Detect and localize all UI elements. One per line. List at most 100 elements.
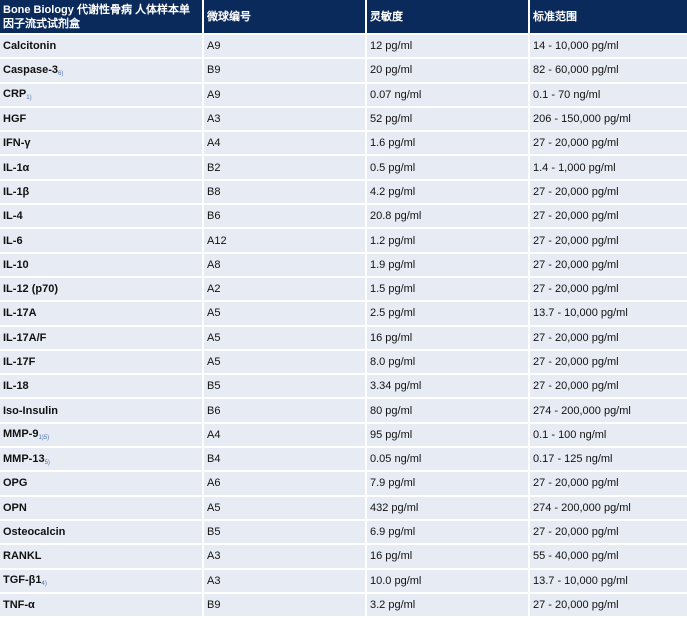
sensitivity-cell: 0.05 ng/ml: [367, 448, 528, 471]
range-cell: 82 - 60,000 pg/ml: [530, 59, 687, 82]
sensitivity-cell: 95 pg/ml: [367, 423, 528, 447]
table-row: IL-4 B6 20.8 pg/ml 27 - 20,000 pg/ml: [0, 205, 687, 228]
bead-cell: B9: [204, 593, 365, 617]
range-cell: 27 - 20,000 pg/ml: [530, 229, 687, 252]
bead-cell: A5: [204, 496, 365, 519]
analyte-cell: IL-1β: [0, 180, 202, 204]
analyte-name: MMP-9: [3, 428, 39, 441]
range-cell: 13.7 - 10,000 pg/ml: [530, 569, 687, 592]
table-row: IL-17A/F A5 16 pg/ml 27 - 20,000 pg/ml: [0, 326, 687, 349]
footnote-ref[interactable]: 5): [44, 459, 50, 466]
analyte-name: IL-17A/F: [3, 331, 47, 344]
sensitivity-cell: 2.5 pg/ml: [367, 302, 528, 325]
range-cell: 27 - 20,000 pg/ml: [530, 253, 687, 276]
bead-cell: B6: [204, 205, 365, 228]
bead-cell: A8: [204, 253, 365, 276]
sensitivity-cell: 12 pg/ml: [367, 35, 528, 58]
sensitivity-cell: 20 pg/ml: [367, 59, 528, 82]
table-row: Calcitonin A9 12 pg/ml 14 - 10,000 pg/ml: [0, 35, 687, 58]
sensitivity-cell: 20.8 pg/ml: [367, 205, 528, 228]
table-row: OPN A5 432 pg/ml 274 - 200,000 pg/ml: [0, 496, 687, 519]
sensitivity-cell: 432 pg/ml: [367, 496, 528, 519]
header-sensitivity: 灵敏度: [367, 0, 528, 33]
table-row: Caspase-36) B9 20 pg/ml 82 - 60,000 pg/m…: [0, 59, 687, 82]
analyte-name: IL-17F: [3, 356, 36, 368]
sensitivity-cell: 80 pg/ml: [367, 399, 528, 422]
bead-cell: A12: [204, 229, 365, 252]
bead-cell: A5: [204, 302, 365, 325]
bead-cell: A6: [204, 472, 365, 495]
table-row: TNF-α B9 3.2 pg/ml 27 - 20,000 pg/ml: [0, 593, 687, 617]
bead-cell: B6: [204, 399, 365, 422]
table-row: Osteocalcin B5 6.9 pg/ml 27 - 20,000 pg/…: [0, 520, 687, 544]
analyte-cell: RANKL: [0, 545, 202, 568]
table-row: IL-6 A12 1.2 pg/ml 27 - 20,000 pg/ml: [0, 229, 687, 252]
analyte-cell: IL-6: [0, 229, 202, 252]
footnote-ref[interactable]: 4): [41, 581, 47, 588]
analyte-name: IL-6: [3, 234, 23, 247]
range-cell: 274 - 200,000 pg/ml: [530, 496, 687, 519]
sensitivity-cell: 1.9 pg/ml: [367, 253, 528, 276]
table-row: RANKL A3 16 pg/ml 55 - 40,000 pg/ml: [0, 545, 687, 568]
range-cell: 27 - 20,000 pg/ml: [530, 472, 687, 495]
table-row: IL-1α B2 0.5 pg/ml 1.4 - 1,000 pg/ml: [0, 156, 687, 179]
analyte-cell: CRP1): [0, 83, 202, 106]
footnote-ref[interactable]: 1): [26, 95, 32, 102]
analyte-name: IL-10: [3, 258, 29, 271]
sensitivity-cell: 0.07 ng/ml: [367, 83, 528, 106]
header-range: 标准范围: [530, 0, 687, 33]
range-cell: 27 - 20,000 pg/ml: [530, 350, 687, 374]
analyte-cell: Osteocalcin: [0, 520, 202, 544]
analyte-name: IL-12 (p70): [3, 283, 59, 296]
table-row: OPG A6 7.9 pg/ml 27 - 20,000 pg/ml: [0, 472, 687, 495]
footnote-ref[interactable]: 6): [58, 70, 64, 77]
bead-cell: A3: [204, 107, 365, 131]
table-row: HGF A3 52 pg/ml 206 - 150,000 pg/ml: [0, 107, 687, 131]
range-cell: 1.4 - 1,000 pg/ml: [530, 156, 687, 179]
header-bead: 微球编号: [204, 0, 365, 33]
range-cell: 13.7 - 10,000 pg/ml: [530, 302, 687, 325]
analyte-name: IL-1β: [3, 185, 30, 198]
sensitivity-cell: 0.5 pg/ml: [367, 156, 528, 179]
analyte-cell: IL-18: [0, 375, 202, 398]
analyte-name: IL-18: [3, 380, 29, 393]
analyte-cell: IL-10: [0, 253, 202, 276]
analyte-cell: Iso-Insulin: [0, 399, 202, 422]
analyte-cell: OPG: [0, 472, 202, 495]
analyte-name: Caspase-3: [3, 63, 59, 76]
analyte-name: IL-1α: [3, 161, 30, 174]
table-row: TGF-β14) A3 10.0 pg/ml 13.7 - 10,000 pg/…: [0, 569, 687, 592]
table-row: IL-18 B5 3.34 pg/ml 27 - 20,000 pg/ml: [0, 375, 687, 398]
bead-cell: B5: [204, 375, 365, 398]
bead-cell: B2: [204, 156, 365, 179]
sensitivity-cell: 7.9 pg/ml: [367, 472, 528, 495]
analyte-name: TGF-β1: [3, 574, 42, 587]
analyte-cell: IL-17A: [0, 302, 202, 325]
sensitivity-cell: 1.6 pg/ml: [367, 132, 528, 155]
analyte-cell: MMP-91)5): [0, 423, 202, 447]
analyte-name: OPN: [3, 501, 27, 514]
analyte-cell: IL-12 (p70): [0, 277, 202, 301]
range-cell: 27 - 20,000 pg/ml: [530, 326, 687, 349]
bead-cell: A2: [204, 277, 365, 301]
bead-cell: B8: [204, 180, 365, 204]
analyte-cell: OPN: [0, 496, 202, 519]
table-row: IL-10 A8 1.9 pg/ml 27 - 20,000 pg/ml: [0, 253, 687, 276]
bead-cell: A4: [204, 423, 365, 447]
table-row: CRP1) A9 0.07 ng/ml 0.1 - 70 ng/ml: [0, 83, 687, 106]
analyte-cell: HGF: [0, 107, 202, 131]
range-cell: 0.17 - 125 ng/ml: [530, 448, 687, 471]
analyte-name: Osteocalcin: [3, 526, 66, 539]
bead-cell: B5: [204, 520, 365, 544]
analyte-name: CRP: [3, 88, 27, 101]
bead-cell: B4: [204, 448, 365, 471]
range-cell: 206 - 150,000 pg/ml: [530, 107, 687, 131]
bead-cell: A9: [204, 35, 365, 58]
analyte-name: OPG: [3, 477, 28, 490]
footnote-ref[interactable]: 1)5): [38, 435, 50, 442]
range-cell: 27 - 20,000 pg/ml: [530, 205, 687, 228]
range-cell: 274 - 200,000 pg/ml: [530, 399, 687, 422]
table-row: IFN-γ A4 1.6 pg/ml 27 - 20,000 pg/ml: [0, 132, 687, 155]
analyte-name: MMP-13: [3, 452, 45, 465]
analyte-name: IL-17A: [3, 307, 37, 320]
